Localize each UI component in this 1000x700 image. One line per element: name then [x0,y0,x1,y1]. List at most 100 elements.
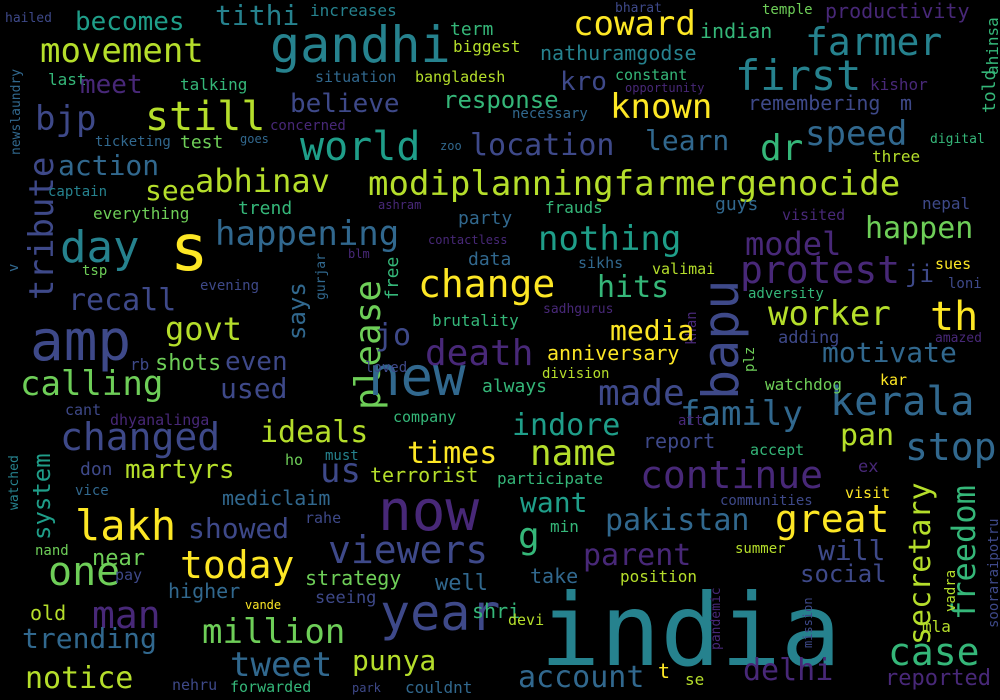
word: higher [168,579,240,603]
word: gurjar [314,253,329,300]
word: visit [845,484,890,502]
word: see [145,174,196,207]
word: farmer [805,20,942,64]
word: report [643,429,715,453]
word: mission [801,597,815,648]
word: sadhgurus [543,302,613,317]
word: tribute [22,157,62,300]
word: vadra [943,570,959,612]
word: told [979,70,1000,113]
word: change [418,262,555,306]
word: newslaundry [9,69,24,155]
word: one [48,549,120,595]
word: speed [805,114,907,154]
word: trend [238,198,292,219]
word: ji [905,260,934,288]
word: want [520,486,587,519]
word: ahinsa [983,17,1000,75]
word: strategy [305,566,401,590]
word: communities [720,493,813,509]
word: parent [583,538,691,573]
word: summer [735,541,786,557]
word: vice [75,483,109,499]
word: plz [742,347,758,372]
word: modiplanningfarmergenocide [368,164,900,204]
word: don [80,459,113,480]
word: dhyanalinga [110,411,209,429]
word: even [225,347,288,377]
word: learn [645,124,729,157]
word: response [443,86,559,114]
word: old [30,601,66,625]
word: account [518,660,644,695]
word: says [283,282,311,340]
word: constant [615,66,687,84]
word: year [380,584,500,642]
word: dr [760,128,803,169]
word: today [180,543,294,587]
word: jo [375,318,411,353]
word: terrorist [370,463,478,487]
word: please [348,280,389,410]
word: take [530,564,578,588]
word: brutality [432,311,519,330]
word: productivity [825,0,970,23]
word: shots [155,351,221,376]
word: s [170,212,209,286]
word: lakh [75,501,176,550]
word: martyrs [125,455,235,485]
word: happen [865,211,973,246]
word: participate [497,469,603,488]
word: viewers [328,528,488,572]
word: protest [740,248,900,292]
word: coward [573,4,696,44]
word: watched [7,455,22,510]
word: social [800,560,887,588]
word: sooraraipotru [986,518,1000,628]
word: situation [315,68,396,86]
word: system [28,453,56,540]
word: m [900,91,912,115]
word: showed [188,512,289,545]
word: made [598,373,685,414]
word: goes [240,132,269,146]
word: bjp [35,99,96,139]
word: near [92,546,145,571]
word: mediclaim [222,486,330,510]
word: couldnt [405,678,472,697]
word: great [775,497,889,541]
word: captain [48,184,107,200]
word: believe [290,89,400,119]
word: guys [715,194,758,215]
word: bangladesh [415,68,505,86]
word: changed [60,415,220,459]
word: family [680,394,803,434]
word: last [48,70,87,89]
word: cant [65,401,101,419]
word: world [300,124,420,170]
word: must [325,448,359,464]
word: pakistan [605,503,750,538]
word: blm [348,247,370,261]
word: adversity [748,286,824,302]
word: rb [130,355,149,374]
word: us [320,451,361,491]
word: term [450,19,493,40]
word: ho [285,451,303,469]
word: amazed [935,331,982,346]
word: nand [35,543,69,559]
word: million [202,612,345,652]
word: remembering [748,91,880,115]
word: digital [930,132,985,147]
word: talking [180,75,247,94]
word: pay [115,566,142,584]
word: v [6,264,22,272]
word: biggest [453,37,520,56]
word: amp [30,309,131,374]
word: pan [840,418,894,453]
word: action [58,149,159,182]
word: nepal [922,194,970,213]
word: sikhs [578,254,623,272]
word: day [60,222,139,273]
